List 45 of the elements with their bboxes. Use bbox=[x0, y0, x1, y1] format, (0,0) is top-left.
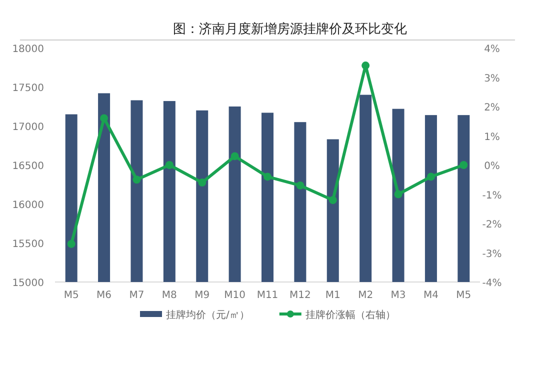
y-tick-label: 15000 bbox=[12, 278, 44, 289]
y2-tick-label: 0% bbox=[484, 161, 500, 172]
point bbox=[264, 172, 272, 181]
x-tick-label: M1 bbox=[325, 290, 340, 301]
legend-label: 挂牌价涨幅（右轴） bbox=[305, 309, 396, 321]
x-tick-label: M5 bbox=[456, 290, 472, 301]
y2-tick-label: 3% bbox=[484, 73, 500, 84]
y-tick-label: 18000 bbox=[12, 44, 44, 55]
point bbox=[426, 172, 435, 181]
y2-tick-label: -3% bbox=[482, 248, 502, 260]
y2-tick-label: 2% bbox=[484, 102, 500, 114]
point bbox=[198, 178, 206, 187]
point bbox=[165, 161, 174, 169]
y-tick-label: 16500 bbox=[12, 161, 44, 172]
x-tick-label: M7 bbox=[129, 290, 144, 301]
x-tick-label: M9 bbox=[194, 290, 210, 301]
x-tick-label: M8 bbox=[162, 290, 177, 301]
point bbox=[67, 240, 76, 248]
y-tick-label: 15500 bbox=[12, 239, 44, 250]
y-tick-label: 17000 bbox=[12, 122, 44, 133]
point bbox=[328, 196, 337, 204]
point bbox=[460, 161, 468, 169]
x-tick-label: M6 bbox=[96, 290, 112, 301]
point bbox=[132, 176, 141, 184]
point bbox=[362, 62, 370, 70]
y-tick-label: 16000 bbox=[12, 200, 44, 211]
y-tick-label: 17500 bbox=[12, 83, 44, 94]
x-tick-label: M3 bbox=[390, 290, 406, 301]
point bbox=[100, 114, 108, 122]
x-tick-label: M12 bbox=[290, 290, 311, 301]
x-tick-label: M10 bbox=[224, 290, 246, 301]
point bbox=[230, 152, 239, 160]
x-tick-label: M11 bbox=[256, 290, 278, 301]
y2-tick-label: -4% bbox=[482, 278, 502, 289]
y2-tick-label: 4% bbox=[484, 44, 500, 55]
x-tick-label: M2 bbox=[358, 290, 374, 301]
x-tick-label: M4 bbox=[423, 290, 438, 301]
y2-tick-label: 1% bbox=[484, 132, 500, 143]
x-tick-label: M5 bbox=[64, 290, 79, 301]
chart-title: 图：济南月度新增房源挂牌价及环比变化 bbox=[173, 21, 407, 37]
legend-label: 挂牌均价（元/㎡） bbox=[166, 309, 250, 321]
y2-tick-label: -2% bbox=[482, 220, 502, 230]
point bbox=[394, 190, 402, 198]
point bbox=[296, 181, 304, 190]
y2-tick-label: -1% bbox=[482, 190, 502, 202]
